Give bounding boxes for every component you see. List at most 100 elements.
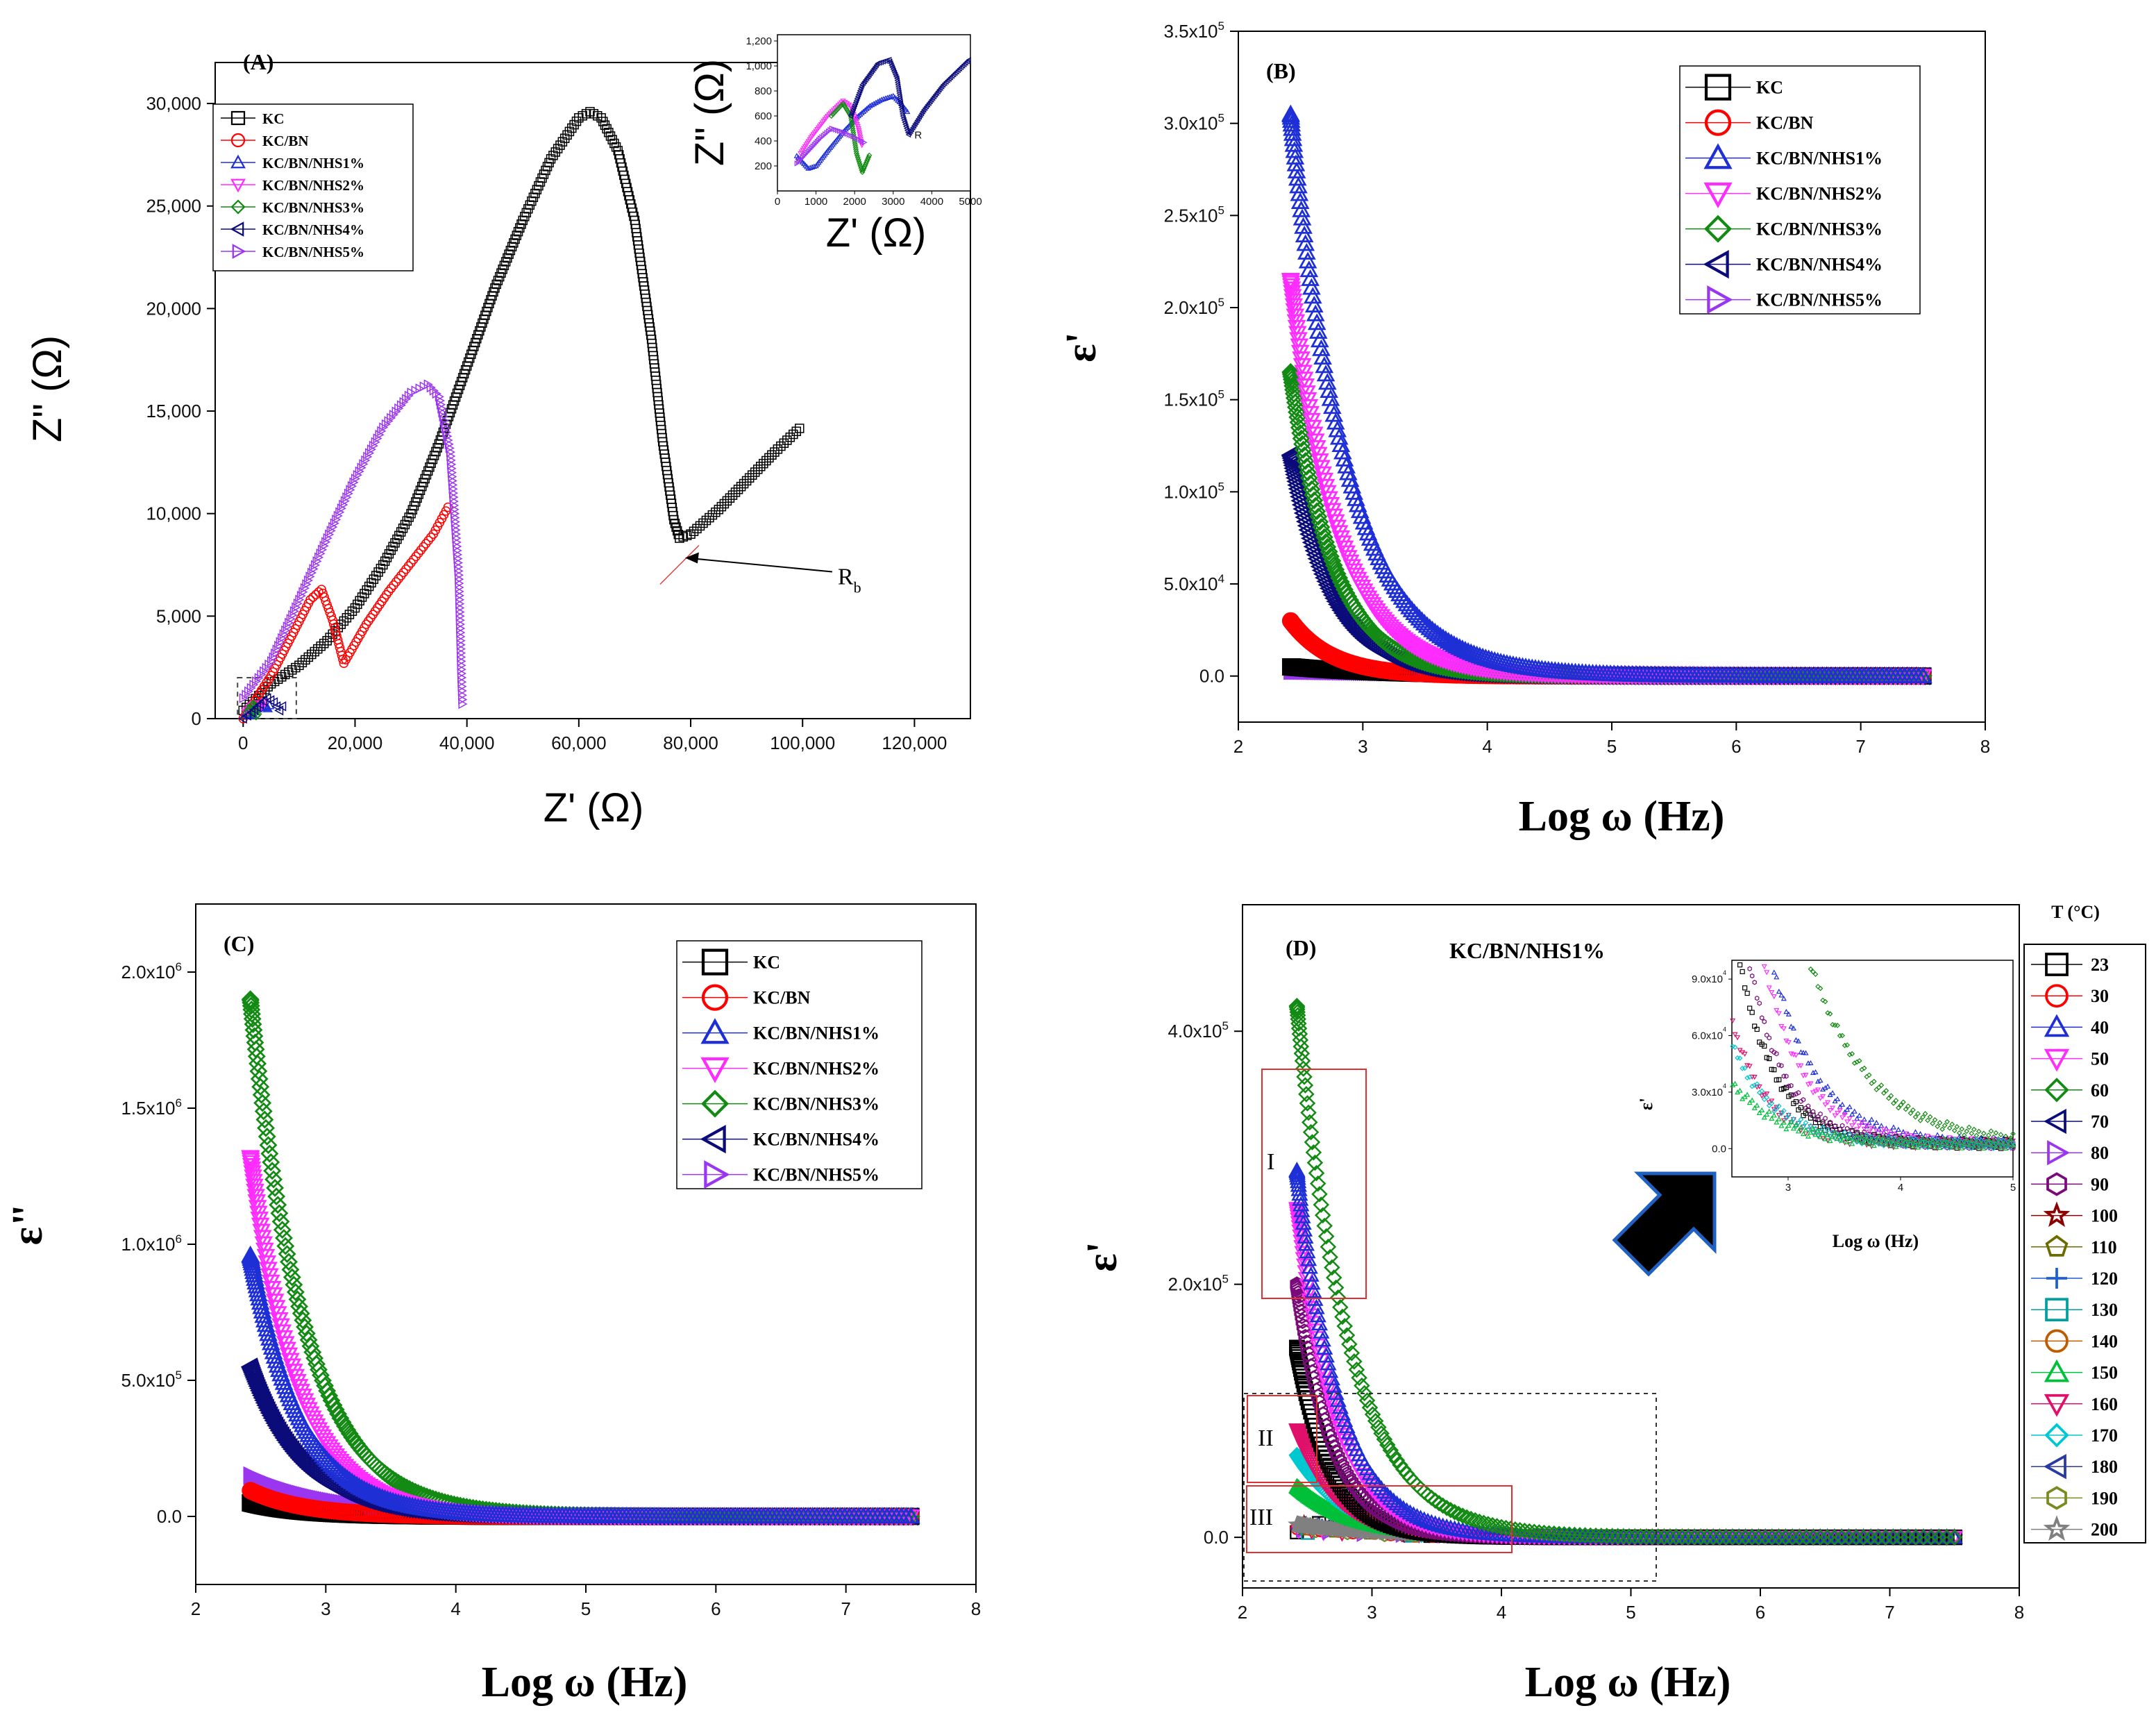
data-point xyxy=(429,385,439,396)
data-point xyxy=(861,139,868,146)
data-point xyxy=(344,610,355,619)
data-point xyxy=(1297,242,1316,260)
data-point xyxy=(831,110,838,116)
data-point xyxy=(1338,463,1358,480)
x-axis-label: Log ω (Hz) xyxy=(482,1659,688,1706)
data-point xyxy=(244,686,254,697)
data-point xyxy=(322,1391,341,1409)
data-point xyxy=(1293,435,1311,453)
data-point xyxy=(855,112,861,119)
data-point xyxy=(701,515,711,526)
data-point xyxy=(391,406,401,417)
data-point xyxy=(260,666,269,677)
data-point xyxy=(257,1398,274,1417)
x-tick-label: 100,000 xyxy=(770,733,835,753)
data-point xyxy=(359,459,369,469)
data-point xyxy=(442,427,452,437)
data-point xyxy=(1304,485,1322,504)
data-point xyxy=(435,392,444,402)
series-6 xyxy=(239,379,468,710)
data-point xyxy=(419,542,428,552)
data-point xyxy=(773,444,783,454)
legend-entry: KC/BN/NHS3% xyxy=(753,1094,879,1114)
data-point xyxy=(1292,499,1310,519)
data-point xyxy=(402,394,412,404)
data-point xyxy=(347,480,357,492)
x-tick-label: 6 xyxy=(711,1598,721,1619)
x-tick-label: 8 xyxy=(2014,1602,2024,1623)
data-point xyxy=(1308,321,1328,339)
data-point xyxy=(798,156,805,162)
data-point xyxy=(828,112,834,119)
data-point xyxy=(381,419,391,430)
data-point xyxy=(280,1437,298,1457)
y-tick-label: 15,000 xyxy=(146,401,201,421)
data-point xyxy=(1292,208,1312,226)
data-point xyxy=(1301,269,1320,286)
data-point xyxy=(316,641,326,651)
data-point xyxy=(373,433,382,444)
inset-annotation: R xyxy=(914,129,922,141)
series-3 xyxy=(241,1150,920,1526)
data-point xyxy=(1913,666,1932,683)
data-point xyxy=(267,1187,286,1206)
data-point xyxy=(367,1486,387,1503)
data-point xyxy=(805,165,811,171)
data-point xyxy=(423,379,433,390)
legend-marker xyxy=(700,1018,730,1044)
data-point xyxy=(739,478,749,489)
data-point xyxy=(1283,289,1302,306)
data-point xyxy=(807,165,814,170)
data-point xyxy=(394,403,404,414)
data-point xyxy=(1326,514,1345,531)
data-point xyxy=(270,1204,289,1223)
data-point xyxy=(1324,556,1343,575)
data-point xyxy=(421,539,431,549)
data-point xyxy=(262,1153,280,1171)
data-point xyxy=(310,646,320,657)
data-point xyxy=(791,426,802,436)
data-point xyxy=(293,598,303,609)
legend-entry: KC/BN/NHS2% xyxy=(1756,184,1883,204)
legend-entry: KC/BN/NHS2% xyxy=(262,177,364,194)
data-point xyxy=(733,485,743,494)
data-point xyxy=(859,167,865,174)
data-point xyxy=(362,1452,381,1471)
data-point xyxy=(1288,169,1307,186)
inset-y-tick-label: 1,200 xyxy=(746,35,772,47)
legend-marker xyxy=(700,1124,726,1154)
legend-marker xyxy=(1704,109,1732,136)
data-point xyxy=(271,701,281,712)
data-point xyxy=(886,94,893,100)
data-point xyxy=(843,106,850,112)
data-point xyxy=(844,124,850,131)
data-point xyxy=(1296,451,1315,470)
data-point xyxy=(1295,226,1314,243)
data-point xyxy=(324,1396,343,1414)
inset-x-tick-label: 1000 xyxy=(805,196,827,208)
data-point xyxy=(330,518,339,528)
data-point xyxy=(1331,435,1351,453)
data-point xyxy=(249,1054,267,1073)
data-point xyxy=(325,529,335,540)
data-point xyxy=(877,97,883,103)
data-point xyxy=(789,429,798,440)
data-point xyxy=(857,160,863,167)
data-point xyxy=(1299,463,1317,482)
data-point xyxy=(1290,192,1310,210)
data-point xyxy=(326,526,336,536)
data-point xyxy=(692,524,702,534)
legend-entry: KC/BN/NHS5% xyxy=(753,1165,879,1185)
data-point xyxy=(337,503,346,514)
data-point xyxy=(273,1221,292,1239)
x-tick-label: 4 xyxy=(1497,1602,1506,1623)
data-point xyxy=(797,157,803,164)
data-point xyxy=(1304,541,1322,560)
data-point xyxy=(1329,525,1349,542)
data-point xyxy=(255,1110,274,1129)
data-point xyxy=(761,455,771,466)
data-point xyxy=(377,426,387,437)
inset-x-tick-label: 4000 xyxy=(920,196,943,208)
data-point xyxy=(281,625,291,636)
data-point xyxy=(1311,561,1329,580)
